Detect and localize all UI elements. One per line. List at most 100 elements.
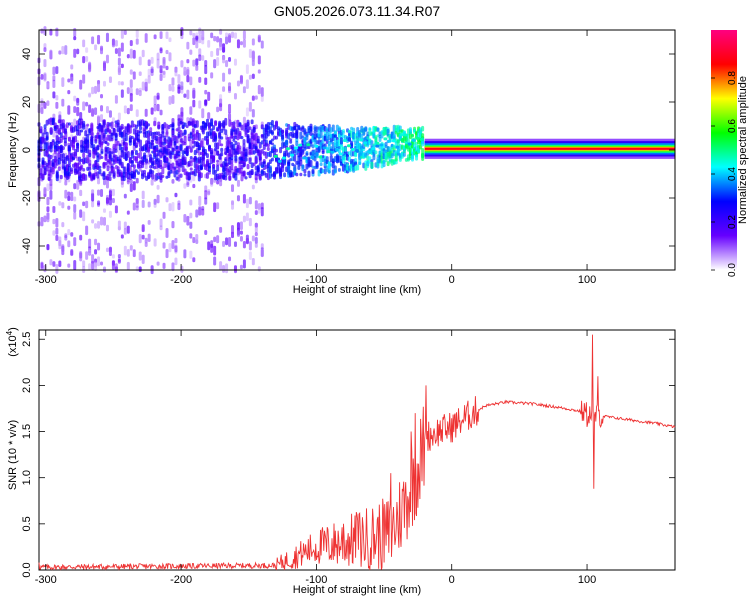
spectrogram-cell (216, 235, 220, 244)
spectrogram-cell (236, 179, 240, 187)
spectrogram-cell (55, 66, 59, 75)
spectrogram-cell (106, 142, 110, 147)
spectrogram-cell (359, 138, 364, 142)
spectrogram-cell (189, 155, 193, 160)
spectrogram-cell (256, 138, 260, 144)
spectrogram-cell (58, 260, 62, 268)
spectrogram-cell (186, 75, 190, 83)
spectrogram-cell (228, 119, 232, 127)
spectrogram-cell (366, 135, 370, 140)
spectrogram-cell (334, 148, 339, 152)
spectrogram-cell (149, 127, 153, 133)
spectrogram-cell (100, 114, 104, 123)
spectrogram-cell (201, 30, 205, 41)
spectrogram-cell (252, 162, 256, 167)
spectrogram-cell (105, 194, 109, 205)
spectrogram-cell (88, 163, 92, 169)
spectrogram-cell (251, 73, 255, 80)
spectrogram-cell (153, 34, 157, 40)
spectrogram-cell (40, 28, 44, 34)
spectrogram-cell (195, 40, 199, 49)
spectrogram-cell (108, 130, 112, 134)
spectrogram-cell (163, 162, 167, 169)
spectrogram-cell (251, 109, 255, 118)
spectrogram-cell (183, 129, 187, 136)
spectrogram-cell (52, 66, 56, 76)
spectrogram-cell (192, 87, 196, 98)
spectrogram-cell (198, 48, 202, 57)
spectrogram-cell (256, 164, 260, 170)
spectrogram-cell (76, 163, 80, 169)
spectrogram-cell (129, 104, 133, 112)
spectrogram-cell (40, 74, 44, 80)
spectrogram-cell (348, 136, 352, 142)
spectrogram-cell (143, 172, 147, 178)
spectrogram-cell (88, 93, 92, 98)
spectrogram-cell (64, 45, 68, 55)
spectrogram-cell (159, 225, 163, 231)
spectrogram-cell (159, 137, 163, 144)
spectrogram-cell (208, 145, 212, 150)
spectrogram-cell (132, 164, 136, 169)
spectrogram-cell (46, 82, 50, 88)
spectrogram-cell (97, 200, 101, 206)
spectrogram-cell (224, 175, 228, 181)
spectrogram-cell (268, 170, 272, 179)
spectrogram-cell (330, 150, 335, 154)
spectrogram-cell (90, 136, 94, 143)
spectrogram-cell (138, 125, 142, 131)
spectrogram-cell (245, 198, 249, 209)
colorbar-tick-label: 0.4 (727, 167, 738, 181)
spectrogram-cell (395, 145, 400, 149)
spectrogram-cell (120, 42, 124, 52)
spectrogram-cell (180, 60, 184, 68)
spectrogram-cell (159, 109, 163, 116)
spectrogram-cell (138, 71, 142, 77)
spectrogram-cell (168, 203, 172, 212)
spectrogram-cell (213, 35, 217, 42)
spectrogram-cell (51, 139, 55, 143)
spectrogram-cell (52, 205, 56, 213)
spectrogram-cell (244, 148, 248, 157)
spectrogram-cell (141, 81, 145, 91)
spectrogram-cell (234, 173, 238, 181)
spectrogram-cell (138, 130, 142, 134)
spectrogram-cell (135, 88, 139, 96)
spectrogram-cell (244, 154, 248, 158)
spectrogram-cell (97, 177, 101, 185)
spectrogram-cell (225, 59, 229, 68)
spectrogram-cell (112, 127, 116, 136)
spectrogram-cell (195, 239, 199, 244)
spectrogram-cell (111, 260, 115, 270)
spectrogram-cell (126, 151, 130, 158)
spectrogram-cell (96, 145, 100, 150)
spectrogram-cell (51, 168, 55, 175)
spectrogram-cell (204, 99, 208, 106)
spectrogram-cell (55, 101, 59, 109)
spectrogram-cell (41, 173, 45, 179)
spectrogram-cell (179, 144, 183, 151)
spectrogram-cell (242, 138, 246, 145)
spectrogram-cell (204, 65, 208, 75)
spectrogram-cell (337, 149, 341, 154)
spectrogram-cell (136, 171, 140, 175)
spectrogram-cell (161, 174, 165, 179)
snr-y-axis-label: SNR (10 * v/v) (7, 420, 19, 490)
snr-series-line (38, 334, 676, 571)
spectrogram-cell (40, 107, 44, 115)
spectrogram-cell (185, 125, 189, 129)
spectrogram-cell (173, 167, 177, 171)
spectrogram-cell (415, 154, 419, 161)
spectrogram-cell (231, 200, 235, 210)
spectrogram-cell (192, 257, 196, 263)
spectrogram-cell (117, 81, 121, 86)
spectrogram-cell (260, 207, 264, 217)
spectrogram-cell (85, 101, 89, 107)
spectrogram-cell (61, 122, 65, 129)
spectrogram-cell (126, 225, 130, 234)
spectrogram-cell (76, 142, 80, 147)
spectrogram-cell (67, 229, 71, 236)
spectrogram-cell (195, 36, 199, 41)
spectrogram-cell (257, 34, 261, 43)
spectrogram-cell (174, 237, 178, 244)
